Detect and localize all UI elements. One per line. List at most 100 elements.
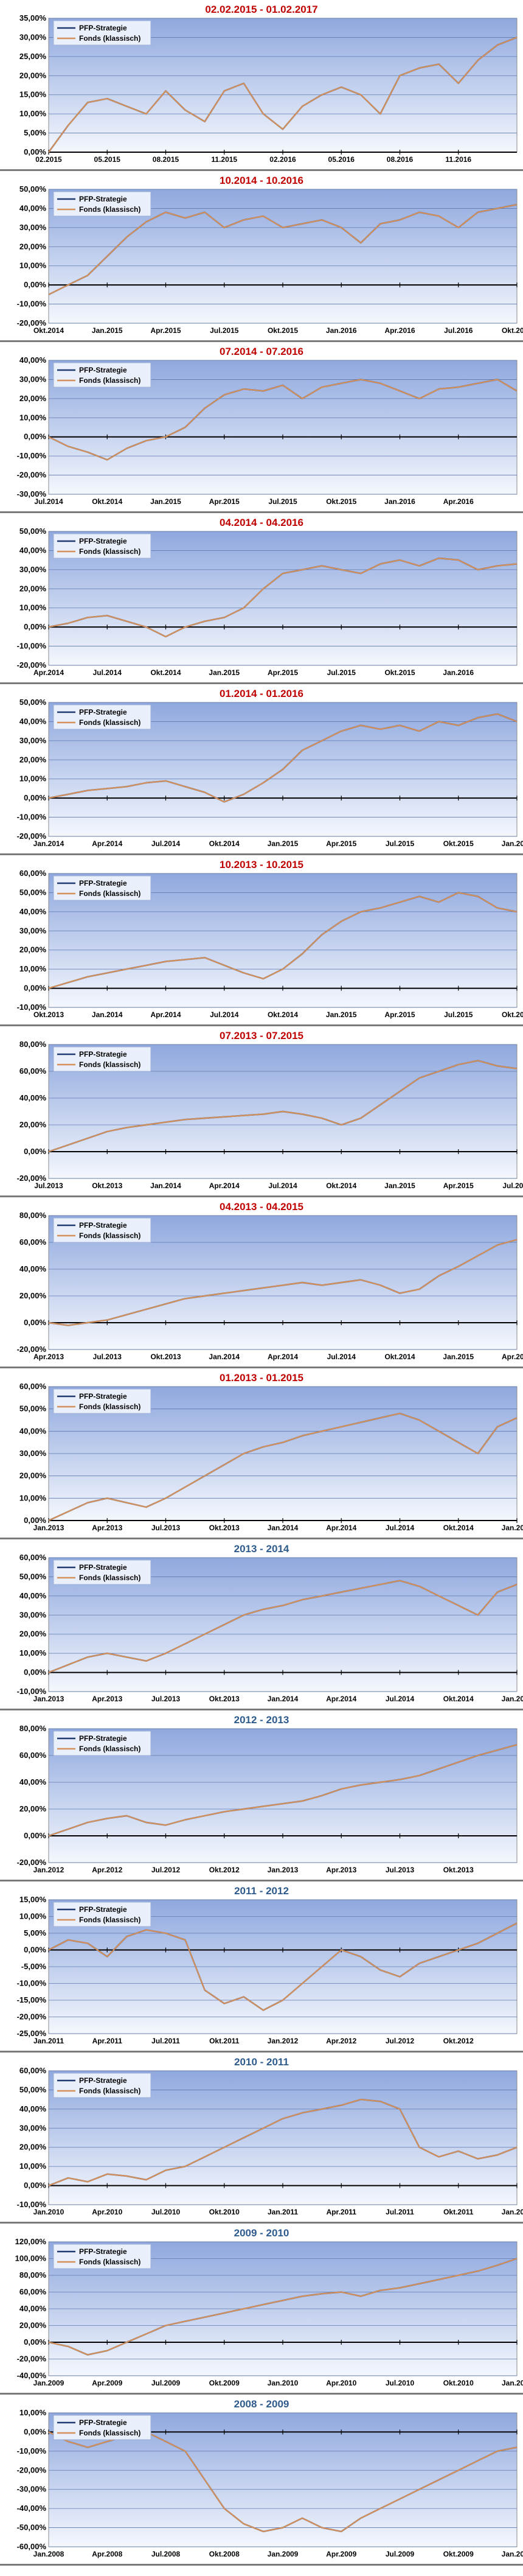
legend-label: PFP-Strategie — [79, 1221, 127, 1230]
chart-panel: 02.02.2015 - 01.02.2017 0,00% 5,00% 10,00% 1… — [0, 0, 523, 171]
legend-label: Fonds (klassisch) — [79, 1402, 140, 1411]
y-tick-label: 20,00% — [19, 1471, 47, 1480]
line-chart: -20,00% 0,00% 20,00% 40,00% 60,00% 80,00% Jan.… — [17, 1725, 518, 1874]
x-tick-label: Okt.2009 — [443, 2550, 474, 2558]
x-tick-label: Jul.2015 — [502, 1181, 523, 1190]
x-tick-label: Apr.2011 — [327, 2208, 357, 2216]
x-tick-label: Okt.2011 — [209, 2037, 240, 2045]
x-tick-label: Okt.2014 — [209, 839, 240, 848]
y-tick-label: 20,00% — [19, 394, 47, 403]
line-chart: -20,00% 0,00% 20,00% 40,00% 60,00% 80,00% Jul.… — [17, 1041, 523, 1190]
legend-box — [53, 20, 151, 46]
y-tick-label: 120,00% — [15, 2238, 47, 2246]
y-tick-label: -20,00% — [17, 831, 47, 841]
y-tick-label: 60,00% — [19, 1066, 47, 1076]
y-tick-label: 0,00% — [24, 793, 46, 802]
x-tick-label: Jan.2015 — [268, 839, 299, 848]
chart-title: 10.2014 - 10.2016 — [219, 175, 303, 186]
x-tick-label: Jul.2016 — [444, 326, 473, 335]
y-tick-label: 40,00% — [19, 1093, 47, 1102]
legend-label: PFP-Strategie — [79, 195, 127, 203]
x-tick-label: Jul.2008 — [151, 2550, 181, 2558]
x-tick-label: Apr.2013 — [326, 1866, 356, 1874]
chart-panel: 2013 - 2014 -10,00% 0,00% 10,00% 20,00% 30,00… — [0, 1539, 523, 1710]
line-chart: 0,00% 5,00% 10,00% 15,00% 20,00% 25,00% 30,00%… — [19, 15, 518, 164]
y-tick-label: 50,00% — [19, 1404, 47, 1413]
y-tick-label: 30,00% — [19, 32, 47, 41]
y-tick-label: 0,00% — [24, 147, 46, 156]
chart-panel: 2011 - 2012 -25,00% -20,00% -15,00% -10,00% -… — [0, 1881, 523, 2053]
legend-label: Fonds (klassisch) — [79, 205, 140, 214]
x-tick-label: Jul.2013 — [93, 1353, 122, 1361]
legend-label: PFP-Strategie — [79, 537, 127, 545]
line-chart: -30,00% -20,00% -10,00% 0,00% 10,00% 20,00% 30… — [17, 357, 518, 506]
y-tick-label: 0,00% — [24, 1516, 46, 1525]
x-tick-label: Okt.2013 — [209, 1695, 240, 1703]
y-tick-label: 0,00% — [24, 2337, 46, 2347]
y-tick-label: 40,00% — [19, 907, 47, 916]
y-tick-label: -5,00% — [21, 1962, 47, 1971]
y-tick-label: 40,00% — [19, 1264, 47, 1273]
y-tick-label: 40,00% — [19, 1777, 47, 1787]
x-tick-label: Jan.2015 — [502, 1695, 523, 1703]
y-tick-label: 0,00% — [24, 2427, 46, 2436]
y-tick-label: 15,00% — [19, 1896, 47, 1904]
y-tick-label: 10,00% — [19, 774, 47, 783]
y-tick-label: 35,00% — [19, 15, 47, 23]
x-tick-label: Jan.2015 — [384, 1181, 415, 1190]
legend-box — [53, 1902, 151, 1927]
y-tick-label: 30,00% — [19, 926, 47, 935]
y-tick-label: 0,00% — [24, 432, 46, 441]
legend-box — [53, 2415, 151, 2440]
chart-panel: 10.2013 - 10.2015 -10,00% 0,00% 10,00% 20,00… — [0, 855, 523, 1026]
x-tick-label: Okt.2014 — [33, 326, 64, 335]
x-tick-label: Okt.2008 — [209, 2550, 240, 2558]
x-tick-label: Apr.2015 — [326, 839, 356, 848]
x-tick-label: Jan.2011 — [268, 2208, 298, 2216]
x-tick-label: Jan.2015 — [209, 668, 240, 677]
legend-box — [53, 1559, 151, 1585]
y-tick-label: 10,00% — [19, 964, 47, 973]
x-tick-label: Apr.2013 — [92, 1524, 122, 1532]
line-chart: -60,00% -50,00% -40,00% -30,00% -20,00% -10,0… — [17, 2409, 523, 2558]
x-tick-label: Jul.2013 — [151, 1524, 181, 1532]
legend-label: PFP-Strategie — [79, 2418, 127, 2427]
x-tick-label: Jan.2010 — [268, 2379, 299, 2387]
x-tick-label: Jan.2009 — [33, 2379, 64, 2387]
y-tick-label: 0,00% — [24, 984, 46, 993]
chart-title: 2008 - 2009 — [234, 2398, 289, 2410]
x-tick-label: Jul.2014 — [386, 1695, 415, 1703]
x-tick-label: Jul.2014 — [327, 1353, 356, 1361]
x-tick-label: Apr.2014 — [209, 1181, 240, 1190]
y-tick-label: -10,00% — [17, 642, 47, 651]
y-tick-label: 0,00% — [24, 1831, 46, 1840]
y-tick-label: 60,00% — [19, 2067, 47, 2075]
legend-box — [53, 533, 151, 559]
y-tick-label: 20,00% — [19, 2321, 47, 2330]
x-tick-label: Apr.2015 — [150, 326, 181, 335]
series-line-fonds-klassisch — [48, 1239, 518, 1326]
series-line-fonds-klassisch — [48, 713, 518, 803]
x-tick-label: Okt.2014 — [443, 1695, 474, 1703]
y-tick-label: 10,00% — [19, 413, 47, 422]
x-tick-label: Jan.2012 — [268, 2037, 299, 2045]
x-tick-label: Okt.2012 — [209, 1866, 240, 1874]
x-tick-label: Okt.2013 — [443, 1866, 474, 1874]
y-tick-label: 10,00% — [19, 1912, 47, 1921]
legend-box — [53, 2073, 151, 2098]
x-tick-label: Jan.2009 — [268, 2550, 299, 2558]
line-chart: -20,00% -10,00% 0,00% 10,00% 20,00% 30,00% 40,… — [17, 528, 518, 677]
line-chart: -10,00% 0,00% 10,00% 20,00% 30,00% 40,00% 50,0… — [17, 1554, 523, 1703]
legend-box — [53, 191, 151, 217]
x-tick-label: Jan.2013 — [33, 1524, 64, 1532]
x-tick-label: Okt.2015 — [326, 497, 356, 506]
x-tick-label: Okt.2011 — [443, 2208, 474, 2216]
series-line-fonds-klassisch — [48, 2098, 518, 2186]
y-tick-label: 100,00% — [15, 2254, 47, 2263]
chart-panel: 04.2014 - 04.2016 -20,00% -10,00% 0,00% 10,0… — [0, 513, 523, 684]
legend-label: Fonds (klassisch) — [79, 2258, 140, 2266]
x-tick-label: Apr.2014 — [150, 1010, 181, 1019]
